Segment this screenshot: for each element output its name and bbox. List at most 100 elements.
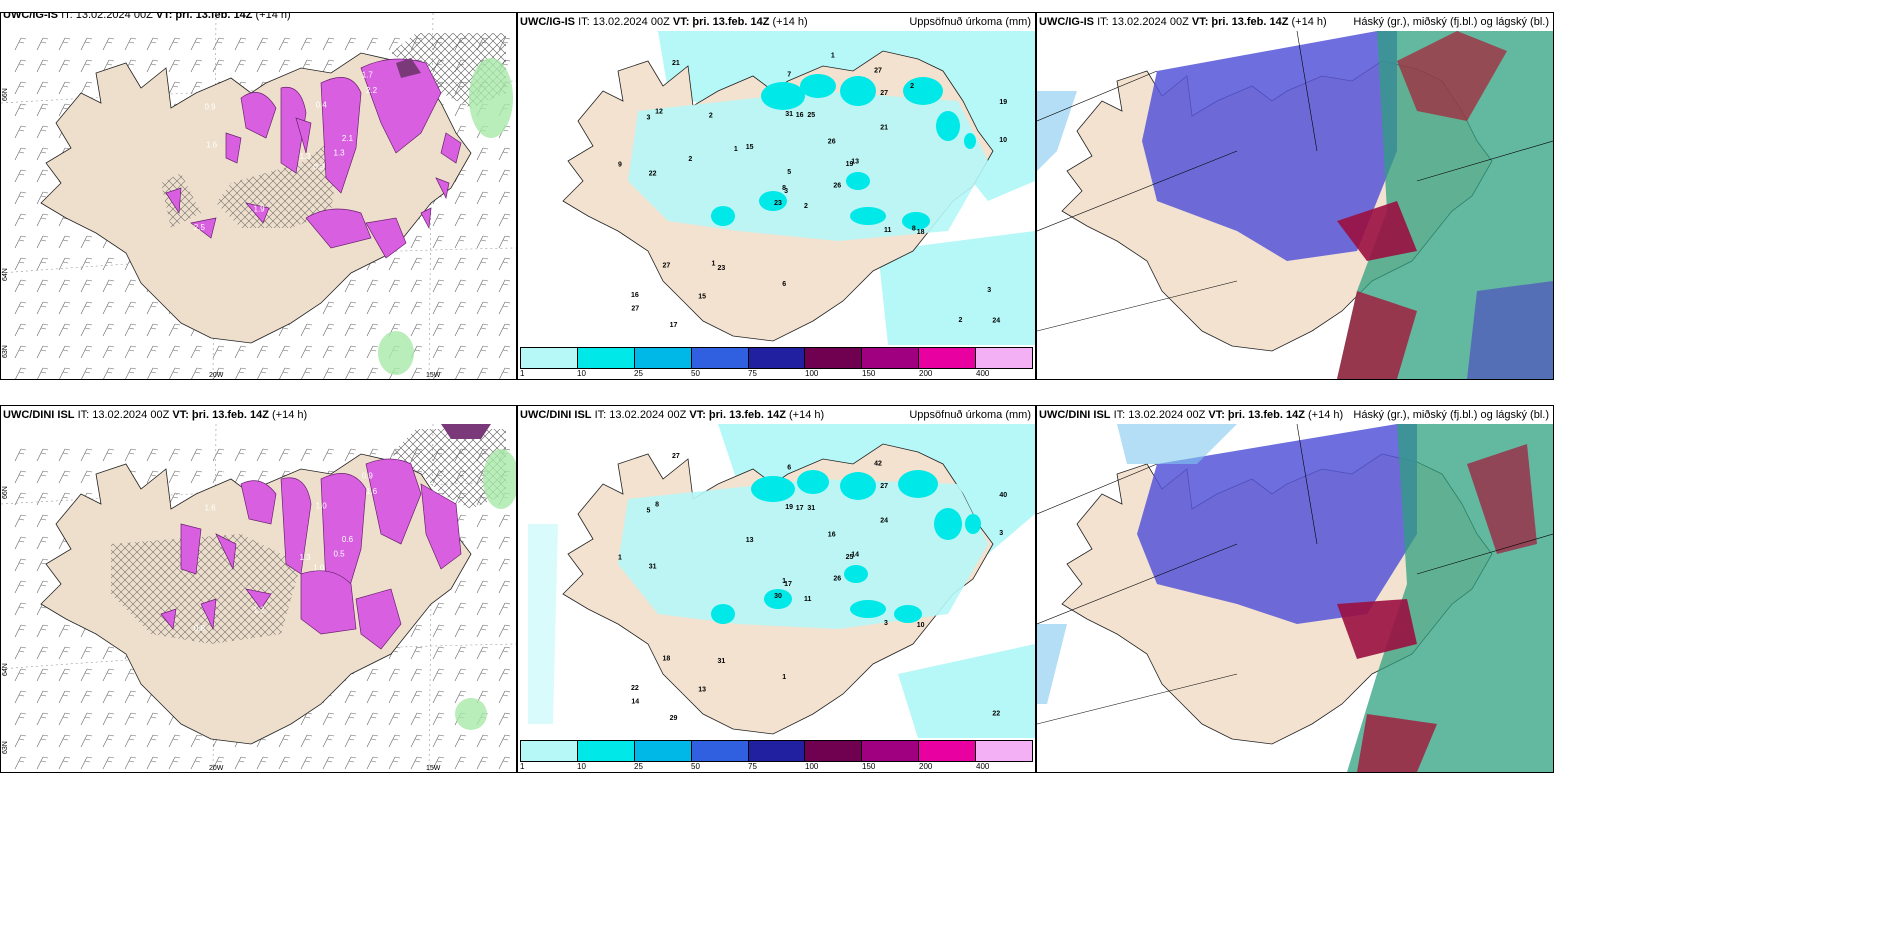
wind-barb: [432, 690, 445, 704]
colorbar-swatch: [521, 741, 578, 761]
wind-barb: [14, 690, 27, 704]
wind-barb: [432, 345, 445, 359]
value-label: 25: [807, 112, 815, 119]
wind-barb: [58, 624, 71, 638]
value-label: 8: [912, 225, 916, 232]
wind-barb: [124, 301, 137, 315]
colorbar-swatch: [862, 348, 920, 368]
model-name: UWC/IG-IS: [520, 16, 575, 28]
wind-barb: [476, 734, 489, 748]
wind-barb: [476, 279, 489, 293]
wind-barb: [498, 690, 511, 704]
wind-barb: [212, 756, 225, 770]
wind-barb: [58, 345, 71, 359]
value-label: 8: [655, 502, 659, 509]
wind-barb: [322, 37, 335, 51]
panel-header: UWC/IG-IS IT: 13.02.2024 00Z VT: þri. 13…: [520, 16, 808, 28]
wind-barb: [14, 470, 27, 484]
wind-barb: [476, 580, 489, 594]
panel-variable-title: Uppsöfnuð úrkoma (mm): [909, 16, 1031, 28]
wind-barb: [58, 492, 71, 506]
value-label: 3: [999, 530, 1003, 537]
wind-barb: [498, 734, 511, 748]
cloud-map: [1037, 31, 1553, 379]
wind-barb: [388, 756, 401, 770]
wind-barb: [58, 734, 71, 748]
wind-barb: [212, 59, 225, 73]
wind-barb: [168, 345, 181, 359]
wind-barb: [498, 257, 511, 271]
lead-time: (+14 h): [789, 409, 825, 421]
wind-barb: [58, 37, 71, 51]
wind-barb: [454, 235, 467, 249]
wind-barb: [14, 602, 27, 616]
wind-barb: [212, 37, 225, 51]
value-label: 27: [663, 262, 671, 269]
value-label: 1.3: [300, 152, 312, 161]
value-label: 0.8: [194, 624, 206, 633]
wind-barb: [454, 734, 467, 748]
snow-wind-map: 0.3 0.9 1.3 2.5 2.1 1.9 1.7 0.4 2.2 1.3 0.3 0.5 1.6 …: [1, 13, 516, 379]
wind-barb: [102, 712, 115, 726]
wind-barb: [498, 514, 511, 528]
wind-barb: [410, 734, 423, 748]
wind-barb: [388, 301, 401, 315]
wind-barb: [36, 235, 49, 249]
wind-barb: [433, 367, 445, 379]
wind-barb: [454, 668, 467, 682]
value-label: 15: [746, 144, 754, 151]
wind-barb: [168, 470, 181, 484]
value-label: 17: [796, 505, 804, 512]
value-label: 0.3: [443, 641, 455, 650]
value-label: 27: [880, 483, 888, 490]
wind-barb: [454, 103, 467, 117]
colorbar: 1 10 25 50 75 100 150 200 400: [518, 345, 1035, 379]
colorbar-swatch: [577, 741, 635, 761]
wind-barb: [14, 558, 27, 572]
wind-barb: [410, 257, 423, 271]
wind-barb: [14, 624, 27, 638]
wind-barb: [454, 345, 467, 359]
wind-barb: [322, 448, 335, 462]
cloud-map: [1037, 424, 1553, 772]
wind-barb: [36, 345, 49, 359]
wind-barb: [80, 37, 93, 51]
value-label: 16: [631, 292, 639, 299]
wind-barb: [58, 235, 71, 249]
wind-barb: [36, 147, 49, 161]
wind-barb: [476, 301, 489, 315]
wind-barb: [14, 448, 27, 462]
value-label: 40: [999, 492, 1007, 499]
value-label: 1: [782, 674, 786, 681]
map-svg: 0.30.91.32.52.11.91.70.42.21.30.30.51.6 …: [1, 13, 516, 379]
value-label: 19: [999, 99, 1007, 106]
wind-barb: [476, 602, 489, 616]
value-label: 1.2: [254, 605, 266, 614]
value-label: 21: [880, 125, 888, 132]
wind-barb: [190, 734, 203, 748]
value-label: 3: [884, 620, 888, 627]
wind-barb: [14, 81, 27, 95]
wind-barb: [146, 470, 159, 484]
wind-barb: [14, 147, 27, 161]
value-label: 1: [734, 146, 738, 153]
wind-barb: [432, 602, 445, 616]
wind-barb: [36, 690, 49, 704]
wind-barb: [80, 712, 93, 726]
wind-barb: [454, 646, 467, 660]
wind-barb: [279, 367, 291, 379]
panel-top-left: UWC/IG-IS IT: 13.02.2024 00Z VT: þri. 13…: [0, 12, 517, 380]
wind-barb: [476, 536, 489, 550]
colorbar-swatch: [976, 348, 1033, 368]
svg-text:64N: 64N: [2, 663, 9, 676]
svg-text:20W: 20W: [209, 765, 224, 772]
value-label: 14: [851, 552, 859, 559]
wind-barb: [80, 690, 93, 704]
value-label: 11: [884, 227, 892, 234]
wind-barb: [410, 712, 423, 726]
wind-barb: [278, 59, 291, 73]
value-label: 31: [649, 563, 657, 570]
wind-barb: [80, 323, 93, 337]
wind-barb: [80, 668, 93, 682]
wind-barb: [256, 345, 269, 359]
